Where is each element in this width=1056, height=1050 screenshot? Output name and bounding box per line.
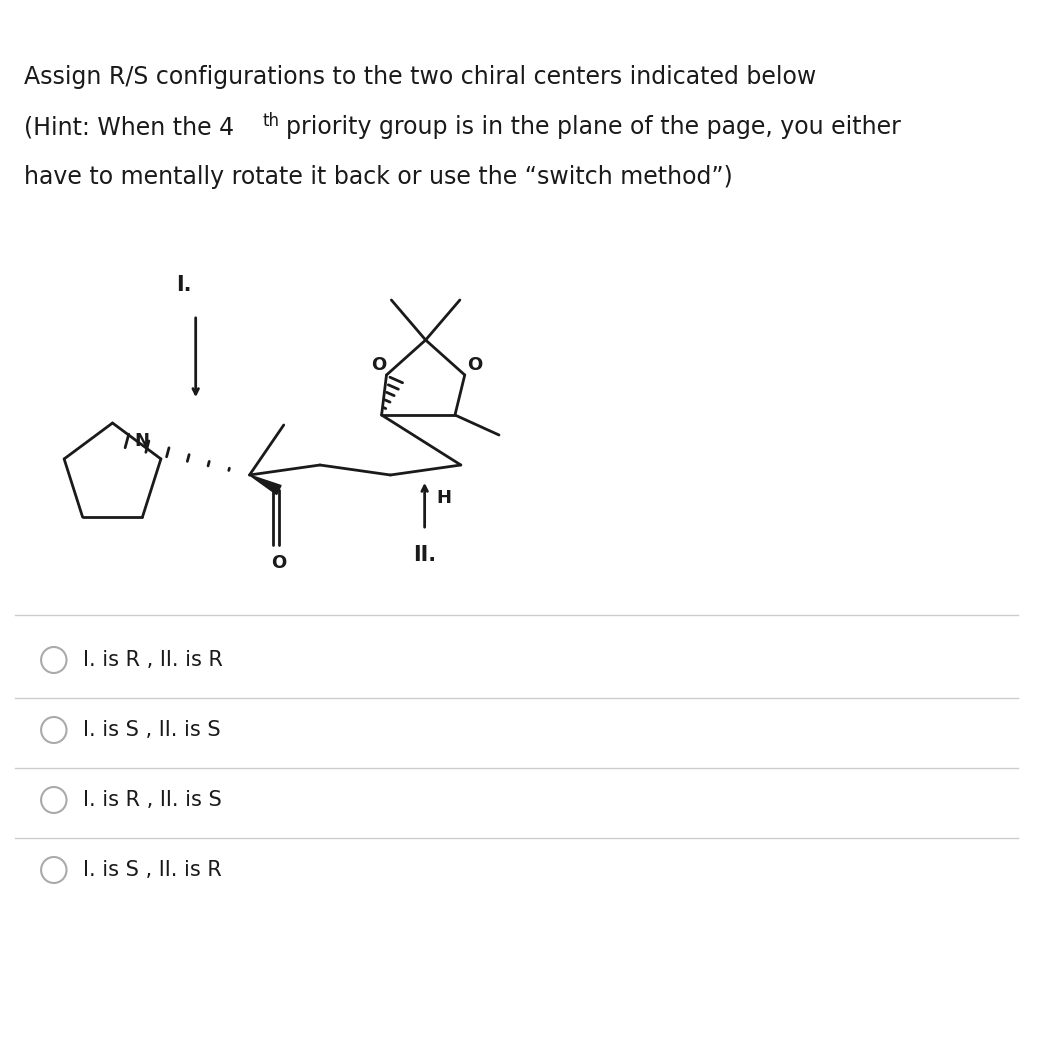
Text: O: O bbox=[467, 356, 483, 374]
Text: I. is S , II. is R: I. is S , II. is R bbox=[83, 860, 222, 880]
Text: Assign R/S configurations to the two chiral centers indicated below: Assign R/S configurations to the two chi… bbox=[24, 65, 816, 89]
Text: have to mentally rotate it back or use the “switch method”): have to mentally rotate it back or use t… bbox=[24, 165, 733, 189]
Text: I. is S , II. is S: I. is S , II. is S bbox=[83, 720, 221, 740]
Text: priority group is in the plane of the page, you either: priority group is in the plane of the pa… bbox=[286, 116, 901, 139]
Text: I. is R , II. is R: I. is R , II. is R bbox=[83, 650, 223, 670]
Text: II.: II. bbox=[413, 545, 436, 565]
Text: (Hint: When the 4: (Hint: When the 4 bbox=[24, 116, 234, 139]
Text: N: N bbox=[134, 432, 149, 450]
Text: H: H bbox=[437, 489, 452, 507]
Text: O: O bbox=[371, 356, 386, 374]
Text: I.: I. bbox=[176, 275, 192, 295]
Text: th: th bbox=[263, 112, 280, 130]
Text: I. is R , II. is S: I. is R , II. is S bbox=[83, 790, 222, 810]
Polygon shape bbox=[249, 475, 281, 495]
Text: O: O bbox=[271, 554, 286, 572]
